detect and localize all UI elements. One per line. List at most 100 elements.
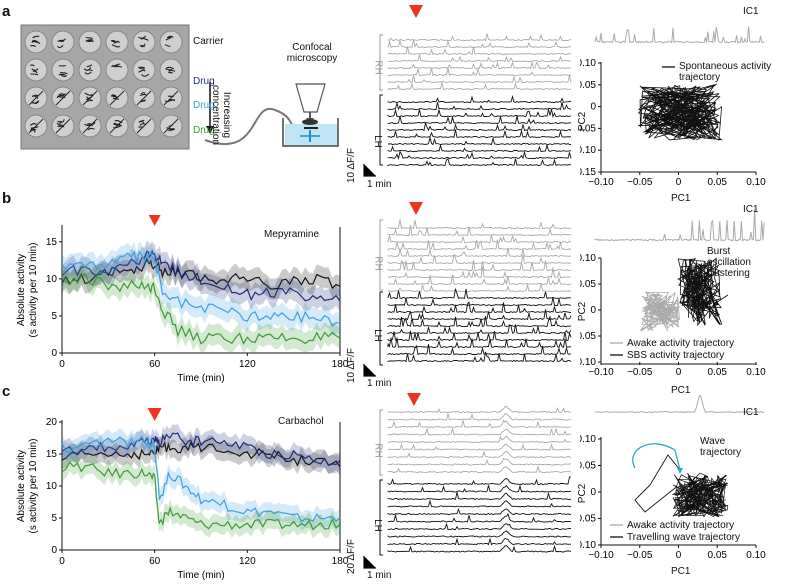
slash-icon [82, 90, 98, 106]
slash-icon [55, 90, 71, 106]
x-tick-label: 120 [239, 359, 256, 370]
y-axis-label: Absolute activity(s activity per 10 min) [16, 242, 39, 337]
well [159, 30, 183, 54]
y-axis-label: Absolute activity(s activity per 10 min) [16, 438, 39, 533]
calcium-trace [387, 301, 572, 314]
well [105, 58, 129, 82]
x-tick-label: −0.10 [588, 177, 614, 188]
slash-icon [136, 90, 152, 106]
y-tick-label: 0.05 [580, 80, 596, 91]
calcium-trace [387, 507, 572, 516]
calcium-trace [387, 54, 572, 63]
trajectory [637, 83, 723, 141]
scale-x-c: 1 min [367, 570, 392, 581]
calcium-trace [387, 225, 572, 237]
calcium-trace [387, 115, 572, 125]
slash-icon [163, 90, 179, 106]
larva-icon [138, 119, 146, 128]
calcium-trace [387, 457, 572, 466]
calcium-trace [387, 537, 571, 546]
calcium-trace [387, 315, 572, 328]
y-tick-label: 15 [46, 449, 58, 460]
trajectory [677, 257, 723, 327]
series-band [62, 433, 340, 476]
larva-icon [85, 37, 94, 43]
slash-icon [136, 118, 152, 134]
series-line [61, 257, 341, 290]
panel-label-b: b [2, 190, 12, 207]
x-tick-label: −0.05 [627, 550, 653, 561]
trajectory [640, 291, 681, 332]
y-tick-label: 0 [590, 487, 596, 498]
calcium-trace [387, 324, 572, 335]
larva-icon [164, 95, 176, 102]
drug-arrow-a [409, 5, 423, 18]
calcium-trace [387, 94, 572, 104]
pc2-label-b: PC2 [577, 301, 589, 322]
drug-arrow-b [409, 202, 423, 215]
activity-chart-b: 0 60 120 180 0 5 10 15 Time (min) Absolute activi… [16, 215, 349, 384]
larva-icon [111, 63, 123, 68]
calcium-trace [387, 544, 572, 553]
legend-b-0: Awake activity trajectory [627, 338, 735, 349]
y-tick-label: −0.05 [580, 123, 596, 134]
larva-icon [30, 35, 41, 48]
calcium-trace [387, 274, 572, 286]
drug-arrow [148, 215, 161, 226]
y-tick-label: 0.10 [580, 58, 596, 69]
x-axis-label: Time (min) [177, 570, 224, 581]
calcium-trace [387, 442, 572, 451]
calcium-trace [388, 137, 572, 146]
y-tick-label: 0.05 [580, 279, 596, 290]
rh-label-a: RH [372, 60, 384, 75]
calcium-trace [387, 248, 572, 258]
x-tick-label: −0.10 [588, 367, 614, 378]
y-tick-label: 0 [590, 305, 596, 316]
calcium-trace [387, 344, 572, 356]
series-line [61, 435, 341, 523]
larva-icon [165, 66, 176, 74]
y-tick-label: −0.10 [580, 357, 596, 368]
legend-a: Spontaneous activity trajectory [679, 61, 772, 83]
slash-icon [82, 118, 98, 134]
series-line [61, 250, 341, 327]
microscope-label: Confocal microscopy [286, 42, 338, 64]
larva-icon [31, 94, 40, 104]
calcium-trace [387, 101, 572, 111]
panel-label-c: c [2, 383, 11, 400]
drug-name-c: Carbachol [278, 416, 324, 427]
calcium-trace [387, 351, 572, 363]
larva-icon [139, 92, 147, 103]
larva-icon [164, 35, 174, 47]
y-tick-label: 5 [51, 513, 57, 524]
lh-label-a: LH [371, 135, 383, 148]
slash-icon [28, 90, 44, 106]
calcium-trace [387, 419, 572, 429]
calcium-trace [387, 121, 572, 132]
series-band [62, 248, 340, 300]
calcium-trace [387, 239, 572, 251]
rh-label-c: RH [372, 443, 384, 458]
well [51, 30, 75, 54]
y-tick-label: −0.05 [580, 514, 596, 525]
x-tick-label: 0 [676, 177, 682, 188]
x-tick-label: −0.10 [588, 550, 614, 561]
concentration-label: Increasing concentration [210, 84, 232, 146]
calcium-trace [387, 143, 571, 153]
calcium-trace [387, 219, 572, 230]
calcium-trace [387, 67, 572, 77]
series-band [62, 264, 340, 353]
x-tick-label: 0.10 [746, 177, 766, 188]
well [51, 58, 75, 82]
series-line [61, 461, 341, 531]
slash-icon [109, 90, 125, 106]
x-tick-label: 0.05 [708, 177, 728, 188]
series-band [62, 241, 340, 337]
calcium-trace [387, 39, 572, 49]
y-tick-label: 0.10 [580, 253, 596, 264]
y-tick-label: 10 [46, 274, 58, 285]
row-label-carrier: Carrier [193, 36, 224, 47]
x-tick-label: 180 [332, 359, 349, 370]
series-line [61, 441, 341, 468]
calcium-trace [387, 288, 572, 300]
